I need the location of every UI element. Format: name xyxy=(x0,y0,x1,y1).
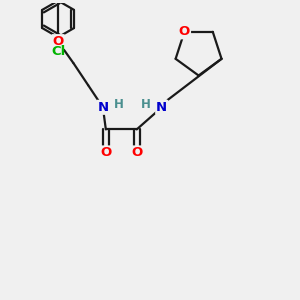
Text: O: O xyxy=(100,146,112,159)
Text: Cl: Cl xyxy=(51,45,65,58)
Text: H: H xyxy=(114,98,124,111)
Text: O: O xyxy=(52,35,64,48)
Text: H: H xyxy=(141,98,151,111)
Text: N: N xyxy=(156,101,167,114)
Text: O: O xyxy=(179,25,190,38)
Text: O: O xyxy=(131,146,142,159)
Text: N: N xyxy=(97,101,109,114)
